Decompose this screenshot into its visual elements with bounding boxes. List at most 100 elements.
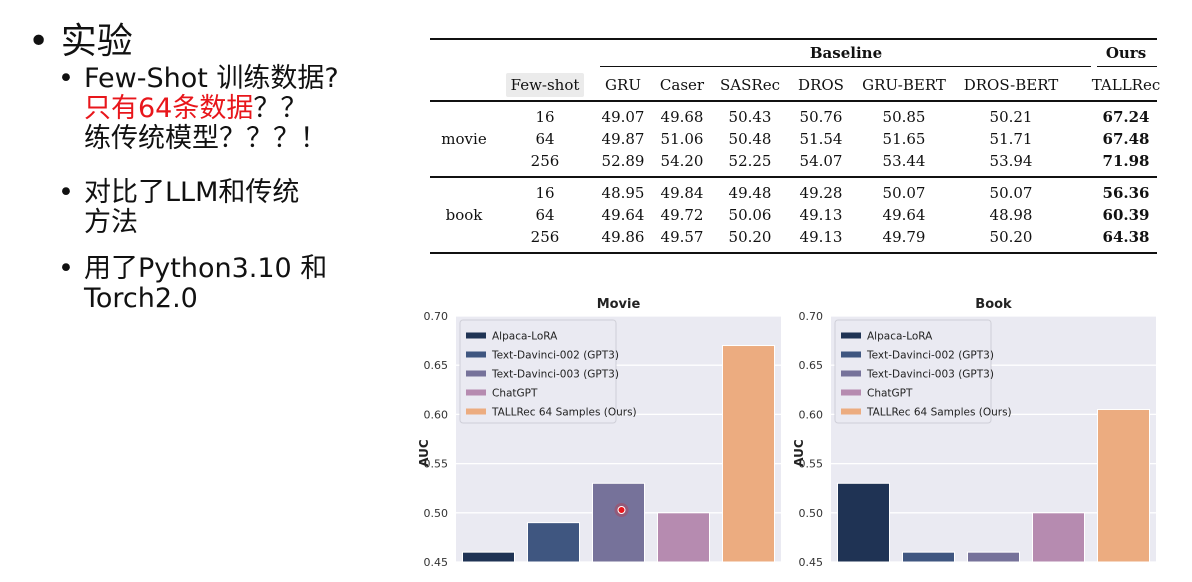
y-tick-label: 0.60 bbox=[424, 408, 449, 421]
legend-swatch bbox=[841, 332, 861, 339]
legend-label: ChatGPT bbox=[492, 388, 538, 400]
y-tick-label: 0.65 bbox=[799, 359, 824, 372]
table-cell: 53.44 bbox=[882, 152, 926, 170]
header-rule bbox=[430, 100, 1157, 102]
table-cell: 64 bbox=[535, 130, 555, 148]
y-tick-label: 0.55 bbox=[799, 458, 824, 471]
legend-swatch bbox=[466, 370, 486, 377]
bullet-line: 方法 bbox=[84, 208, 299, 238]
table-cell: 50.06 bbox=[728, 206, 772, 224]
table-cell: 50.43 bbox=[728, 108, 772, 126]
bullet-dot: • bbox=[58, 63, 74, 94]
table-cell: 49.64 bbox=[601, 206, 645, 224]
bar-3 bbox=[592, 482, 645, 563]
y-tick-label: 0.55 bbox=[424, 458, 449, 471]
table-cell: 50.21 bbox=[989, 108, 1033, 126]
section-label: movie bbox=[441, 130, 487, 148]
column-header: GRU bbox=[605, 76, 641, 94]
column-header: Few-shot bbox=[510, 76, 580, 94]
table-cell: 67.48 bbox=[1102, 130, 1150, 148]
legend-label: Text-Davinci-003 (GPT3) bbox=[491, 369, 619, 381]
legend-box bbox=[834, 319, 992, 424]
table-cell: 49.28 bbox=[799, 184, 843, 202]
table-cell: 56.36 bbox=[1102, 184, 1150, 202]
y-tick-label: 0.70 bbox=[424, 310, 449, 323]
ours-underline bbox=[1097, 66, 1157, 67]
section-label: book bbox=[445, 206, 483, 224]
bullet-dot: • bbox=[28, 21, 50, 62]
table-cell: 51.65 bbox=[882, 130, 926, 148]
legend-swatch bbox=[466, 332, 486, 339]
table-cell: 16 bbox=[535, 184, 555, 202]
table-cell: 51.54 bbox=[799, 130, 843, 148]
legend-label: Alpaca-LoRA bbox=[867, 331, 933, 343]
group-header-ours: Ours bbox=[1105, 44, 1147, 62]
y-tick-label: 0.70 bbox=[799, 310, 824, 323]
column-header: TALLRec bbox=[1091, 76, 1161, 94]
legend-swatch bbox=[841, 389, 861, 396]
table-cell: 51.06 bbox=[660, 130, 704, 148]
y-tick-label: 0.50 bbox=[799, 507, 824, 520]
legend-swatch bbox=[841, 370, 861, 377]
table-cell: 49.48 bbox=[728, 184, 772, 202]
table-cell: 256 bbox=[530, 228, 560, 246]
bullet-text: 对比了LLM和传统 bbox=[84, 177, 300, 208]
table-cell: 50.48 bbox=[728, 130, 772, 148]
y-axis-label: AUC bbox=[792, 439, 806, 467]
table-cell: 49.84 bbox=[660, 184, 704, 202]
y-tick-label: 0.65 bbox=[424, 359, 449, 372]
sub-bullet-1: • Few-Shot 训练数据? 只有64条数据？？ 练传统模型？？？！ bbox=[58, 64, 339, 154]
legend-label: Text-Davinci-003 (GPT3) bbox=[866, 369, 994, 381]
table-cell: 16 bbox=[535, 108, 555, 126]
table-cell: 50.20 bbox=[989, 228, 1033, 246]
heading-text: 实验 bbox=[60, 21, 133, 62]
results-table: Baseline Ours Few-shot GRU Caser SASRec DROS… bbox=[430, 38, 1160, 258]
chart-title: Book bbox=[975, 297, 1012, 312]
bar-5 bbox=[722, 345, 775, 563]
table-cell: 53.94 bbox=[989, 152, 1033, 170]
bullet-text: 方法 bbox=[84, 207, 138, 238]
legend-box bbox=[459, 319, 617, 424]
bar-2 bbox=[527, 522, 580, 563]
column-header: Caser bbox=[659, 76, 705, 94]
table-cell: 71.98 bbox=[1102, 152, 1150, 170]
y-tick-label: 0.45 bbox=[799, 556, 824, 569]
table-cell: 49.57 bbox=[660, 228, 704, 246]
bullet-line: 对比了LLM和传统 bbox=[84, 178, 299, 208]
bar-1 bbox=[462, 551, 515, 563]
group-header-baseline: Baseline bbox=[809, 44, 883, 62]
table-cell: 49.86 bbox=[601, 228, 645, 246]
table-cell: 64.38 bbox=[1102, 228, 1150, 246]
legend-label: Text-Davinci-002 (GPT3) bbox=[491, 350, 619, 362]
bullet-text: Torch2.0 bbox=[84, 283, 198, 314]
baseline-underline bbox=[600, 66, 1091, 67]
table-cell: 49.64 bbox=[882, 206, 926, 224]
legend-label: Text-Davinci-002 (GPT3) bbox=[866, 350, 994, 362]
table-cell: 49.72 bbox=[660, 206, 704, 224]
bullet-text: ？？ bbox=[253, 93, 308, 124]
y-tick-label: 0.45 bbox=[424, 556, 449, 569]
column-header: DROS-BERT bbox=[963, 76, 1059, 94]
bullet-text: 用了Python3.10 和 bbox=[84, 253, 328, 284]
chart-title: Movie bbox=[597, 297, 641, 312]
bar-4 bbox=[657, 512, 710, 563]
bullet-dot: • bbox=[58, 253, 74, 284]
bullet-text: 练传统模型？？？！ bbox=[84, 123, 327, 154]
table-cell: 50.20 bbox=[728, 228, 772, 246]
bullet-list: • 实验 • Few-Shot 训练数据? 只有64条数据？？ 练传统模型？？？！ • 对… bbox=[0, 0, 420, 582]
bullet-line: 用了Python3.10 和 bbox=[84, 254, 327, 284]
bullet-dot: • bbox=[58, 177, 74, 208]
legend-swatch bbox=[466, 389, 486, 396]
table-cell: 64 bbox=[535, 206, 555, 224]
bar-3 bbox=[967, 551, 1020, 563]
table-cell: 49.07 bbox=[601, 108, 645, 126]
table-cell: 48.98 bbox=[989, 206, 1033, 224]
table-cell: 48.95 bbox=[601, 184, 645, 202]
table-cell: 256 bbox=[530, 152, 560, 170]
table-cell: 50.07 bbox=[989, 184, 1033, 202]
legend-label: TALLRec 64 Samples (Ours) bbox=[866, 407, 1012, 419]
table-cell: 49.13 bbox=[799, 206, 843, 224]
table-cell: 52.25 bbox=[728, 152, 772, 170]
heading-bullet: • 实验 bbox=[28, 12, 133, 64]
